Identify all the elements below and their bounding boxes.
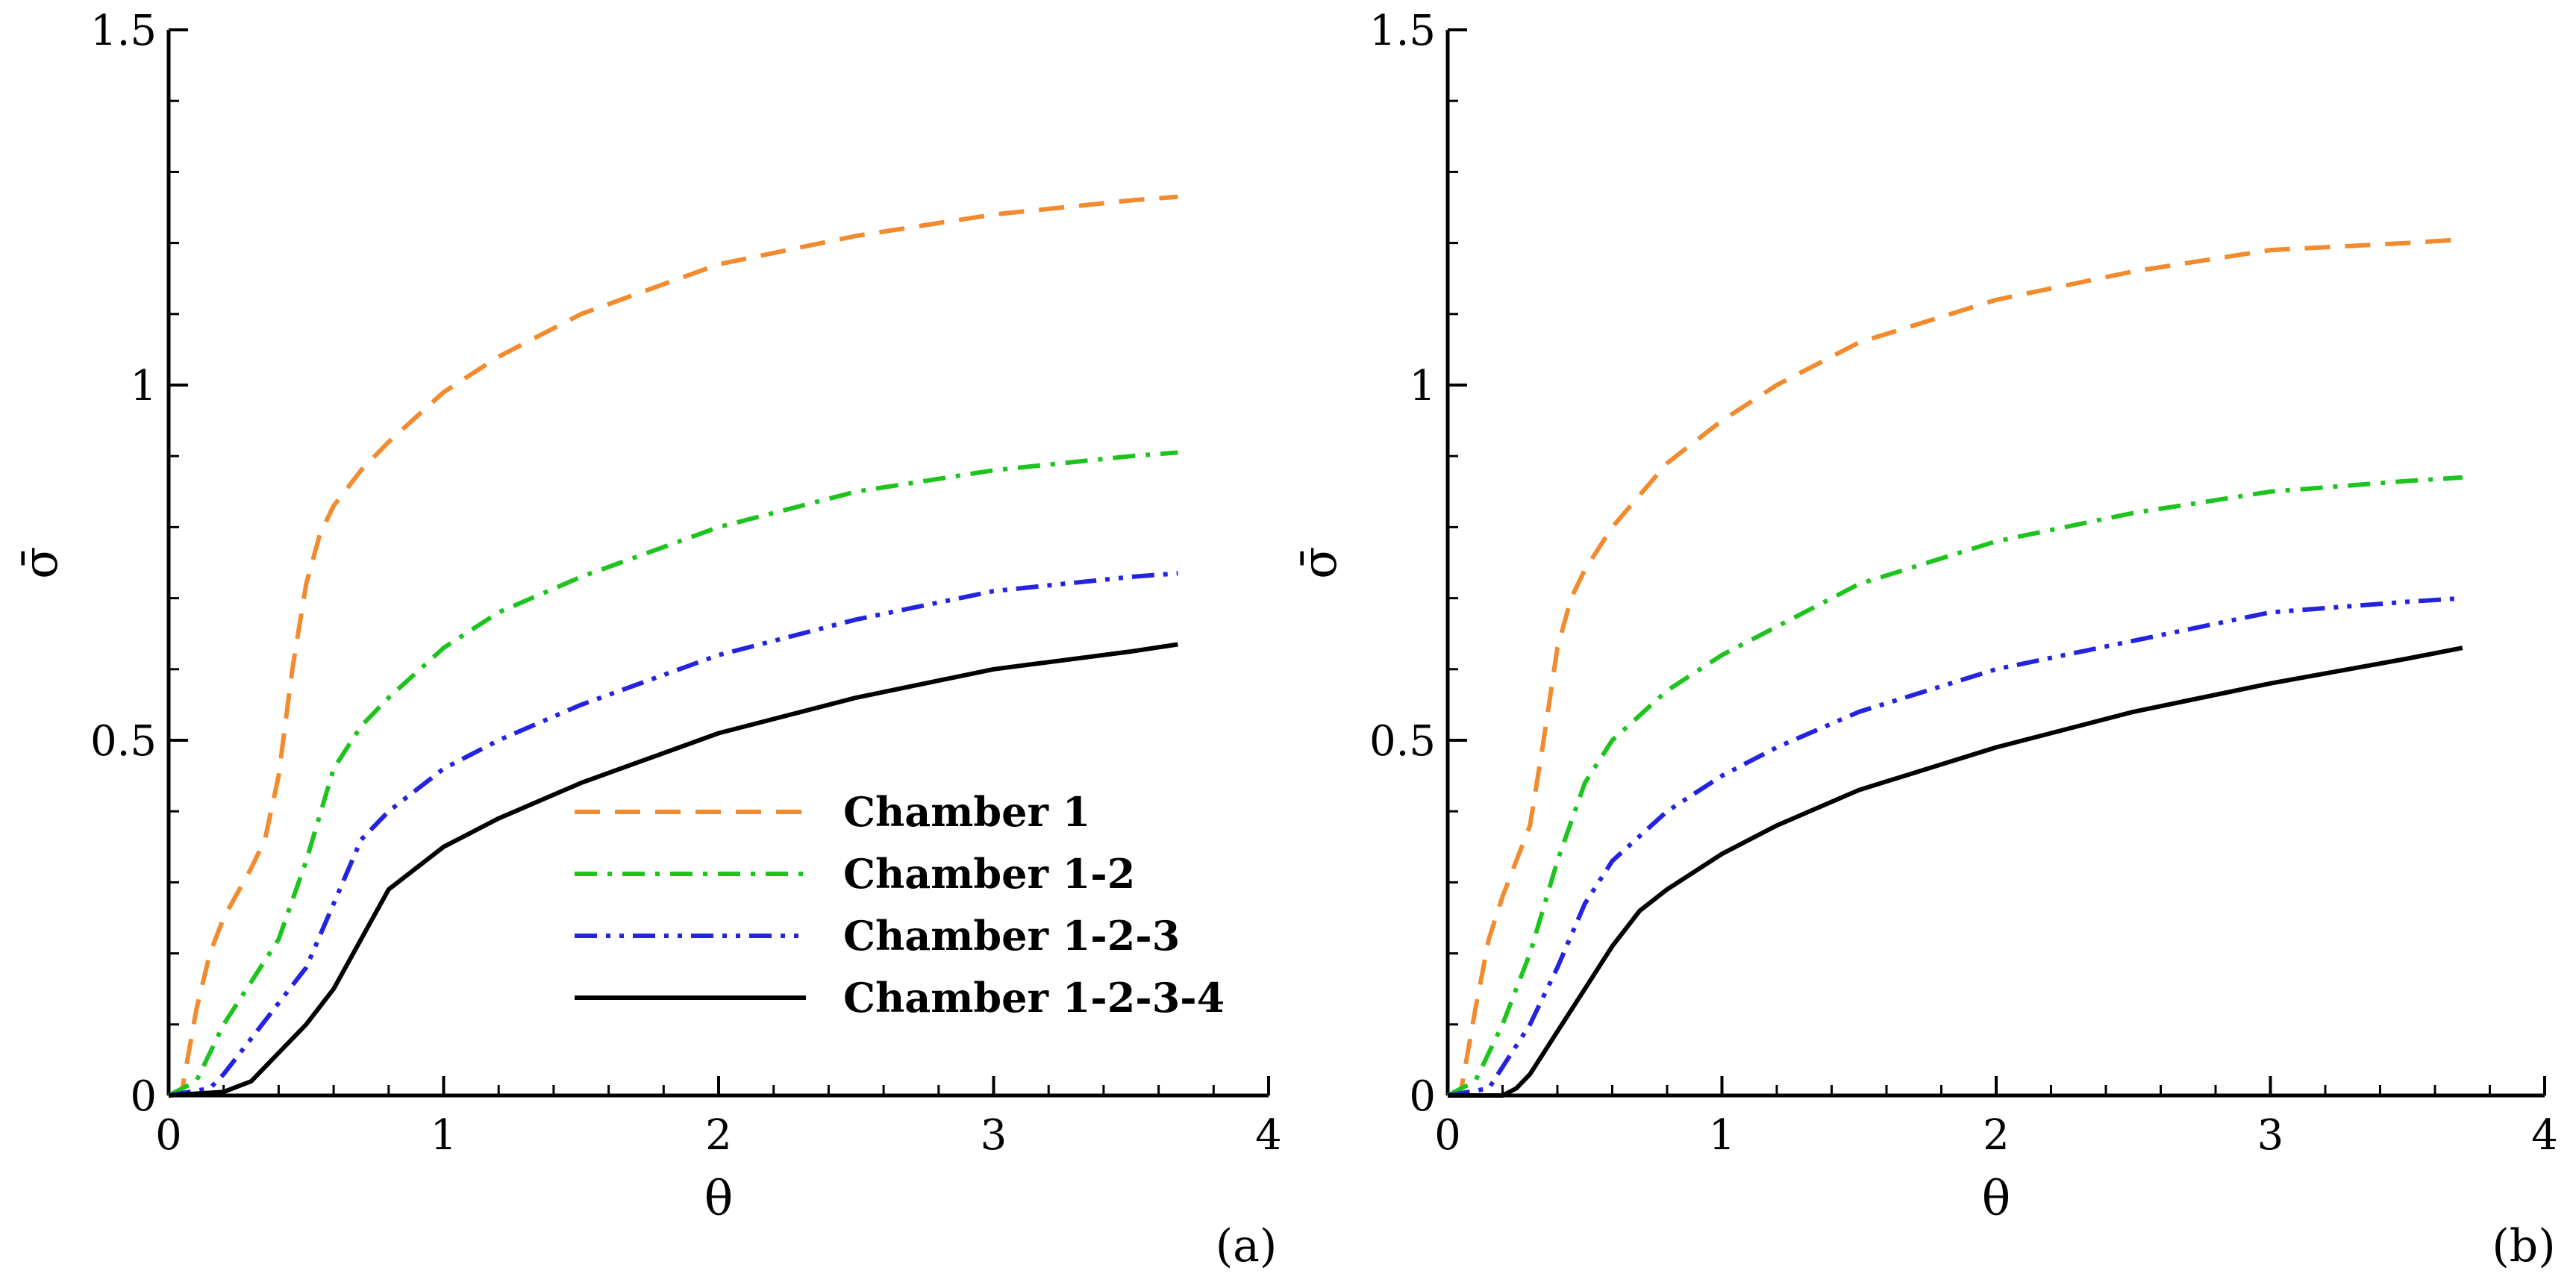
- y-tick-label: 1.5: [1369, 7, 1436, 55]
- x-axis-label: θ: [704, 1172, 734, 1227]
- x-tick-label: 0: [1434, 1111, 1461, 1160]
- y-axis-label: σ̄: [13, 546, 69, 579]
- chart-panel-a: 0 1 2 3 4 0 0.5 1 1.5 θ σ̄ (a) Chamber 1 Chamber 1-2 C…: [13, 7, 1282, 1272]
- legend-label: Chamber 1-2-3-4: [843, 974, 1225, 1022]
- x-tick-label: 1: [1709, 1111, 1736, 1160]
- x-tick-label: 4: [1255, 1111, 1282, 1160]
- y-tick-label: 0.5: [1369, 717, 1436, 766]
- y-tick-label: 0.5: [90, 717, 157, 766]
- y-tick-label: 1.5: [90, 7, 157, 55]
- x-tick-label: 2: [1983, 1111, 2010, 1160]
- x-tick-label: 4: [2531, 1111, 2558, 1160]
- series-line-chamber-1: [167, 194, 1178, 1098]
- y-tick-label: 1: [1409, 362, 1436, 410]
- x-tick-label: 2: [705, 1111, 732, 1160]
- panel-label: (a): [1216, 1220, 1278, 1272]
- series-line-chamber-1: [1446, 237, 2463, 1098]
- legend-label: Chamber 1: [843, 788, 1090, 836]
- x-tick-label: 1: [431, 1111, 457, 1160]
- legend-label: Chamber 1-2: [843, 850, 1135, 898]
- series-line-chamber-1-2: [1446, 475, 2463, 1098]
- x-tick-label: 0: [155, 1111, 182, 1160]
- series-line-chamber-1-2-3: [168, 571, 1178, 1098]
- series-line-chamber-1-2-3: [1447, 595, 2463, 1098]
- chart-panel-b: 0 1 2 3 4 0 0.5 1 1.5 θ σ̄ (b): [1292, 7, 2558, 1272]
- x-tick-label: 3: [2257, 1111, 2284, 1160]
- series-line-chamber-1-2: [167, 450, 1178, 1098]
- series-line-chamber-1-2-3-4: [168, 642, 1178, 1098]
- series-line-chamber-1-2-3-4: [1448, 645, 2463, 1098]
- y-tick-label: 0: [1409, 1072, 1436, 1121]
- x-axis-label: θ: [1982, 1172, 2011, 1227]
- y-axis-label: σ̄: [1292, 546, 1348, 579]
- panel-label: (b): [2492, 1220, 2555, 1272]
- y-tick-label: 0: [130, 1072, 157, 1121]
- y-tick-label: 1: [130, 362, 157, 410]
- x-tick-label: 3: [981, 1111, 1007, 1160]
- legend-label: Chamber 1-2-3: [843, 912, 1180, 960]
